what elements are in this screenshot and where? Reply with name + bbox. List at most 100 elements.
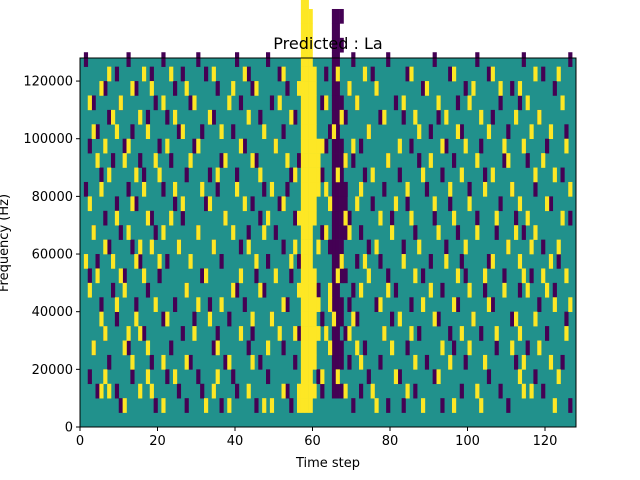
heatmap-cell-low [459, 254, 464, 269]
heatmap-cell-high [409, 326, 414, 341]
heatmap-cell-high [525, 210, 530, 226]
heatmap-cell-high [107, 167, 112, 183]
heatmap-cell-low [130, 124, 135, 140]
heatmap-cell-low [145, 282, 151, 298]
heatmap-cell-high [180, 124, 185, 140]
heatmap-cell-low [401, 109, 406, 125]
heatmap-cell-low [335, 153, 340, 168]
heatmap-cell-high [335, 167, 340, 183]
heatmap-cell-high [304, 23, 309, 39]
heatmap-cell-high [258, 282, 263, 298]
heatmap-cell-high [231, 81, 236, 96]
heatmap-cell-low [331, 369, 337, 385]
heatmap-cell-low [165, 369, 170, 385]
x-axis-ticks: 0 20 40 60 80 100 120 [76, 427, 557, 449]
heatmap-cell-high [169, 210, 174, 226]
heatmap-cell-high [91, 340, 96, 356]
heatmap-cell-low [173, 196, 178, 212]
heatmap-cell-low [219, 153, 224, 168]
heatmap-cell-low [541, 239, 546, 255]
heatmap-cell-low [568, 398, 573, 413]
heatmap-cell-high [157, 254, 162, 269]
heatmap-cell-low [444, 138, 449, 154]
heatmap-cell-high [494, 326, 499, 341]
heatmap-cell-high [494, 210, 499, 226]
heatmap-cell-low [95, 124, 100, 140]
heatmap-cell-low [134, 196, 139, 212]
heatmap-cell-high [548, 254, 554, 269]
heatmap-cell-low [118, 225, 123, 240]
heatmap-cell-low [316, 369, 321, 385]
heatmap-cell-low [142, 326, 147, 341]
heatmap-cell-high [525, 282, 530, 298]
heatmap-cell-high [122, 282, 127, 298]
heatmap-cell-low [192, 311, 197, 327]
heatmap-cell-high [393, 196, 399, 212]
heatmap-cell-low [537, 297, 542, 312]
heatmap-cell-high [300, 37, 306, 53]
heatmap-cell-low [397, 369, 402, 385]
heatmap-cell-low [331, 383, 337, 399]
heatmap-cell-high [564, 268, 569, 284]
heatmap-cell-high [347, 225, 352, 240]
x-tick-label: 0 [76, 434, 84, 449]
heatmap-cell-low [347, 210, 352, 226]
heatmap-cell-low [335, 354, 340, 370]
heatmap-cell-low [331, 268, 337, 284]
heatmap-cell-low [351, 282, 356, 298]
heatmap-cell-high [223, 153, 228, 168]
heatmap-cell-low [343, 326, 348, 341]
heatmap-cell-high [211, 383, 216, 399]
heatmap-cell-low [266, 52, 271, 67]
y-tick-label: 100000 [23, 132, 73, 147]
heatmap-cell-low [517, 95, 523, 111]
heatmap-cell-high [188, 254, 193, 269]
heatmap-cell-low [525, 340, 530, 356]
heatmap-cell-low [320, 311, 325, 327]
heatmap-cell-low [514, 210, 519, 226]
heatmap-cell-high [145, 340, 151, 356]
heatmap-cell-low [366, 239, 371, 255]
heatmap-cell-high [114, 210, 120, 226]
heatmap-cell-low [339, 268, 344, 284]
heatmap-cell-low [246, 340, 251, 356]
heatmap-cell-high [405, 383, 410, 399]
heatmap-cell-low [157, 268, 162, 284]
heatmap-cell-high [308, 239, 313, 255]
heatmap-cell-high [475, 153, 480, 168]
heatmap-cell-high [347, 326, 352, 341]
heatmap-cell-high [359, 282, 364, 298]
heatmap-cell-high [304, 66, 309, 82]
heatmap-cell-low [235, 52, 240, 67]
heatmap-cell-high [413, 268, 418, 284]
heatmap-cell-high [269, 398, 275, 413]
heatmap-cell-high [269, 311, 275, 327]
heatmap-cell-low [99, 167, 104, 183]
heatmap-cell-low [335, 326, 340, 341]
heatmap-cell-low [463, 354, 468, 370]
heatmap-cell-high [335, 369, 340, 385]
heatmap-cell-high [490, 167, 495, 183]
heatmap-cell-high [316, 181, 321, 197]
heatmap-cell-high [134, 311, 139, 327]
heatmap-cell-low [343, 268, 348, 284]
heatmap-cell-low [335, 23, 340, 39]
heatmap-cell-high [455, 124, 461, 140]
heatmap-cell-low [494, 225, 499, 240]
heatmap-cell-high [304, 81, 309, 96]
heatmap-cell-high [266, 340, 271, 356]
heatmap-cell-high [556, 66, 561, 82]
heatmap-cell-low [114, 66, 120, 82]
heatmap-cell-high [533, 167, 538, 183]
heatmap-cell-low [192, 138, 197, 154]
heatmap-cell-low [545, 138, 550, 154]
heatmap-cell-high [103, 369, 108, 385]
heatmap-cell-high [180, 196, 185, 212]
heatmap-cell-high [300, 210, 306, 226]
heatmap-cell-high [300, 311, 306, 327]
heatmap-cell-high [436, 225, 441, 240]
heatmap-cell-low [475, 210, 480, 226]
heatmap-cell-low [207, 167, 213, 183]
heatmap-cell-low [541, 383, 546, 399]
heatmap-cell-high [529, 239, 534, 255]
